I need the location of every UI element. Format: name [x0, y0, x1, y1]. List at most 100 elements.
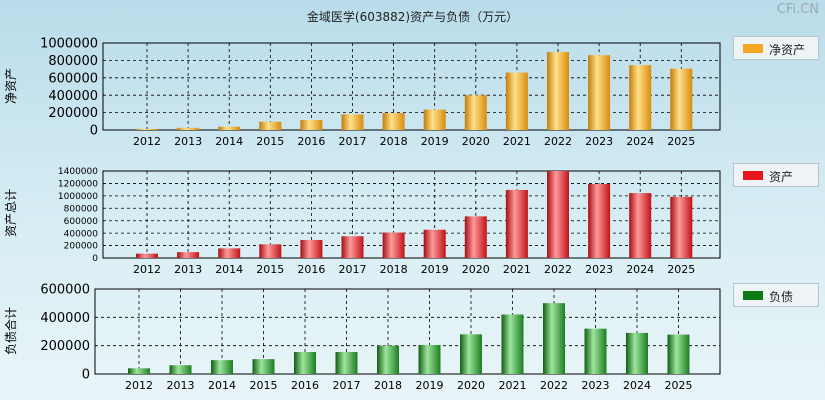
- bar-2013: [177, 252, 200, 258]
- bar-2017: [335, 352, 358, 374]
- y-tick-label: 0: [90, 124, 98, 139]
- bar-2020: [464, 216, 487, 258]
- x-tick-label: 2017: [339, 263, 367, 276]
- bar-2023: [588, 55, 611, 130]
- bar-2021: [501, 314, 524, 374]
- bar-2023: [584, 328, 607, 374]
- bar-2024: [629, 65, 652, 130]
- bar-2015: [259, 121, 282, 130]
- legend-swatch-liabilities: [743, 291, 763, 300]
- bar-2014: [218, 126, 241, 130]
- x-tick-label: 2024: [626, 135, 654, 148]
- x-tick-label: 2019: [416, 379, 444, 392]
- x-tick-label: 2012: [133, 263, 161, 276]
- x-tick-label: 2019: [421, 263, 449, 276]
- legend-swatch-assets: [743, 171, 763, 180]
- x-tick-label: 2014: [215, 135, 243, 148]
- legend-assets: 资产: [733, 163, 819, 187]
- x-tick-label: 2022: [544, 135, 572, 148]
- x-tick-label: 2021: [503, 263, 531, 276]
- legend-label-assets: 资产: [769, 170, 794, 184]
- plot-area-1: [102, 170, 721, 259]
- bar-2018: [382, 232, 405, 258]
- bar-2021: [505, 72, 528, 130]
- bar-2025: [670, 196, 693, 258]
- bar-2023: [588, 184, 611, 258]
- y-axis-label: 净资产: [4, 68, 18, 104]
- bar-2016: [300, 239, 323, 258]
- y-tick-label: 200000: [64, 242, 99, 252]
- x-tick-label: 2018: [380, 263, 408, 276]
- x-tick-label: 2017: [339, 135, 367, 148]
- bar-2022: [543, 303, 565, 374]
- x-tick-label: 2016: [291, 379, 319, 392]
- bar-2025: [667, 334, 690, 374]
- bar-2013: [177, 127, 200, 130]
- y-tick-label: 1200000: [58, 180, 98, 190]
- bar-2012: [128, 368, 150, 374]
- y-tick-label: 1000000: [40, 37, 98, 52]
- bar-2024: [626, 332, 648, 374]
- x-tick-label: 2022: [540, 379, 568, 392]
- y-axis-label: 负债合计: [3, 307, 18, 355]
- bar-2016: [300, 119, 323, 130]
- y-tick-label: 600000: [40, 283, 90, 298]
- y-tick-label: 800000: [64, 204, 99, 214]
- x-tick-label: 2023: [585, 135, 613, 148]
- bar-2020: [460, 334, 482, 374]
- bar-2021: [505, 189, 528, 258]
- x-tick-label: 2012: [125, 379, 153, 392]
- x-tick-label: 2020: [457, 379, 485, 392]
- y-tick-label: 600000: [64, 217, 99, 227]
- legend-label-liabilities: 负债: [769, 290, 794, 304]
- y-tick-label: 1400000: [58, 167, 98, 177]
- x-tick-label: 2014: [215, 263, 243, 276]
- x-tick-label: 2024: [623, 379, 651, 392]
- y-tick-label: 0: [92, 254, 98, 264]
- y-tick-label: 600000: [48, 71, 98, 86]
- legend-net-assets: 净资产: [733, 36, 819, 60]
- bar-2016: [294, 352, 316, 374]
- y-tick-label: 800000: [48, 54, 98, 69]
- x-tick-label: 2014: [208, 379, 236, 392]
- legend-label-net-assets: 净资产: [769, 43, 806, 57]
- x-tick-label: 2013: [174, 135, 202, 148]
- x-tick-label: 2018: [380, 135, 408, 148]
- x-tick-label: 2022: [544, 263, 572, 276]
- y-tick-label: 200000: [48, 106, 98, 121]
- legend-liabilities: 负债: [733, 283, 819, 307]
- bar-2014: [211, 360, 233, 374]
- x-tick-label: 2018: [374, 379, 402, 392]
- x-tick-label: 2015: [256, 135, 284, 148]
- bar-2024: [629, 193, 652, 258]
- bar-2022: [547, 52, 569, 131]
- x-tick-label: 2017: [333, 379, 361, 392]
- x-tick-label: 2023: [585, 263, 613, 276]
- x-tick-label: 2025: [667, 263, 695, 276]
- x-tick-label: 2024: [626, 263, 654, 276]
- y-tick-label: 200000: [40, 339, 90, 354]
- bar-2020: [464, 95, 487, 130]
- x-tick-label: 2015: [256, 263, 284, 276]
- bar-2017: [341, 114, 364, 130]
- y-tick-label: 0: [82, 368, 90, 383]
- bar-2015: [259, 244, 282, 258]
- x-tick-label: 2016: [297, 263, 325, 276]
- bar-2018: [382, 113, 405, 130]
- x-tick-label: 2025: [665, 379, 693, 392]
- x-tick-label: 2021: [503, 135, 531, 148]
- bar-2022: [547, 171, 569, 258]
- bar-2025: [670, 68, 693, 130]
- x-tick-label: 2015: [250, 379, 278, 392]
- y-tick-label: 1000000: [58, 192, 98, 202]
- watermark: CFi.CN: [776, 2, 819, 17]
- x-tick-label: 2013: [174, 263, 202, 276]
- bar-2017: [341, 236, 364, 258]
- x-tick-label: 2020: [462, 135, 490, 148]
- x-tick-label: 2013: [167, 379, 195, 392]
- bar-2013: [169, 365, 192, 374]
- x-tick-label: 2023: [582, 379, 610, 392]
- bar-2019: [423, 229, 446, 258]
- x-tick-label: 2021: [499, 379, 527, 392]
